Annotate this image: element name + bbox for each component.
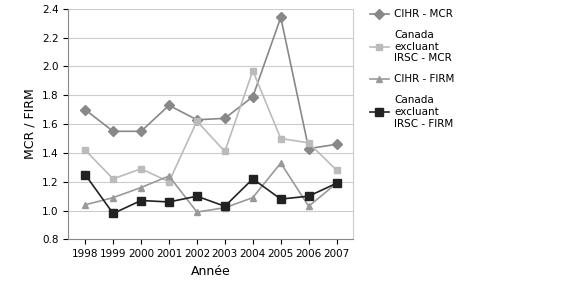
Legend: CIHR - MCR, Canada
excluant
IRSC - MCR, CIHR - FIRM, Canada
excluant
IRSC - FIRM: CIHR - MCR, Canada excluant IRSC - MCR, … — [370, 9, 454, 128]
CIHR - MCR — [109, 130, 116, 133]
Canada
excluant
IRSC - MCR — [137, 167, 144, 171]
CIHR - MCR — [193, 118, 200, 121]
X-axis label: Année: Année — [191, 265, 231, 278]
CIHR - MCR — [278, 16, 284, 19]
CIHR - MCR — [82, 108, 88, 112]
Canada
excluant
IRSC - MCR — [193, 119, 200, 123]
Line: CIHR - MCR: CIHR - MCR — [82, 14, 340, 152]
Canada
excluant
IRSC - MCR — [278, 137, 284, 140]
CIHR - FIRM — [306, 204, 312, 208]
Canada
excluant
IRSC - FIRM — [222, 204, 229, 208]
CIHR - FIRM — [193, 210, 200, 214]
Canada
excluant
IRSC - FIRM — [109, 212, 116, 215]
CIHR - FIRM — [250, 196, 256, 199]
Canada
excluant
IRSC - FIRM — [306, 194, 312, 198]
CIHR - MCR — [222, 117, 229, 120]
Canada
excluant
IRSC - FIRM — [193, 194, 200, 198]
Canada
excluant
IRSC - FIRM — [333, 181, 340, 185]
Canada
excluant
IRSC - MCR — [222, 150, 229, 153]
CIHR - MCR — [250, 95, 256, 98]
Line: Canada
excluant
IRSC - FIRM: Canada excluant IRSC - FIRM — [81, 171, 341, 218]
Canada
excluant
IRSC - FIRM — [250, 177, 256, 181]
Line: CIHR - FIRM: CIHR - FIRM — [82, 159, 340, 215]
CIHR - FIRM — [82, 203, 88, 207]
CIHR - FIRM — [222, 206, 229, 209]
Canada
excluant
IRSC - FIRM — [165, 200, 172, 204]
CIHR - MCR — [165, 104, 172, 107]
Canada
excluant
IRSC - MCR — [165, 180, 172, 184]
Canada
excluant
IRSC - MCR — [306, 141, 312, 145]
CIHR - MCR — [306, 147, 312, 150]
Canada
excluant
IRSC - FIRM — [82, 173, 88, 176]
CIHR - FIRM — [165, 174, 172, 178]
Canada
excluant
IRSC - MCR — [82, 148, 88, 152]
CIHR - FIRM — [278, 161, 284, 165]
CIHR - MCR — [137, 130, 144, 133]
CIHR - MCR — [333, 142, 340, 146]
CIHR - FIRM — [333, 181, 340, 185]
Canada
excluant
IRSC - MCR — [333, 168, 340, 172]
Canada
excluant
IRSC - FIRM — [278, 197, 284, 201]
CIHR - FIRM — [109, 196, 116, 199]
Canada
excluant
IRSC - MCR — [109, 177, 116, 181]
CIHR - FIRM — [137, 186, 144, 189]
Line: Canada
excluant
IRSC - MCR: Canada excluant IRSC - MCR — [82, 67, 340, 185]
Canada
excluant
IRSC - MCR — [250, 69, 256, 72]
Canada
excluant
IRSC - FIRM — [137, 199, 144, 202]
Y-axis label: MCR / FIRM: MCR / FIRM — [23, 89, 36, 159]
